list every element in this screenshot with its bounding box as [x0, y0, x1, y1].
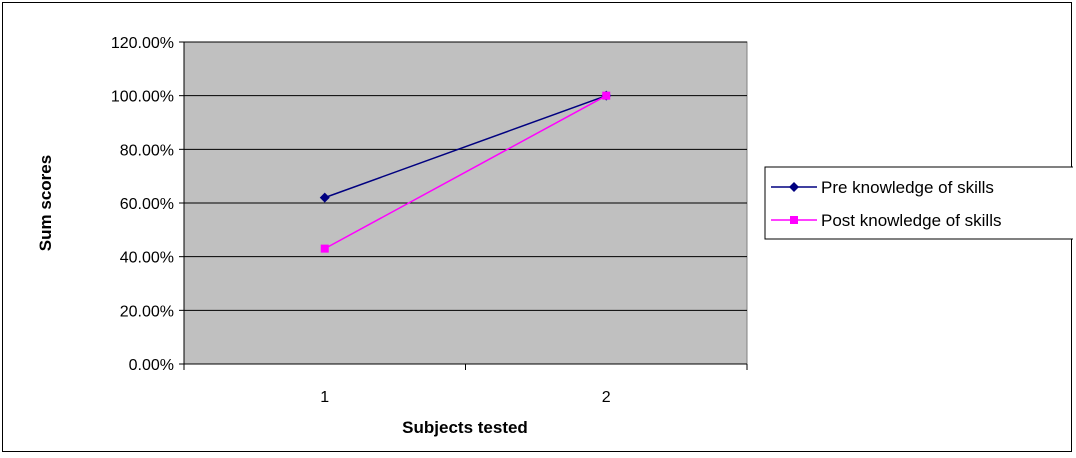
y-tick-label: 20.00% — [120, 303, 174, 320]
series-line-1 — [324, 94, 607, 199]
data-point — [319, 192, 330, 203]
y-tick-label: 80.00% — [120, 142, 174, 159]
data-point — [602, 91, 611, 100]
y-tick-label: 0.00% — [129, 357, 174, 374]
data-point — [320, 244, 329, 253]
x-tick-label: 2 — [602, 389, 611, 406]
line-chart: 0.00% 20.00% 40.00% 60.00% 80.00% 100.00% 120.… — [36, 35, 1076, 437]
x-tick-label: 1 — [320, 389, 329, 406]
x-axis-title: Subjects tested — [402, 418, 528, 437]
y-tick-label: 40.00% — [120, 250, 174, 267]
y-tick-label: 120.00% — [111, 35, 174, 52]
legend-label-pre: Pre knowledge of skills — [821, 178, 994, 197]
series-line-2 — [324, 95, 607, 250]
legend-marker-pre — [789, 182, 799, 192]
legend-marker-post — [790, 216, 798, 224]
y-tick-label: 60.00% — [120, 196, 174, 213]
legend: Pre knowledge of skills Post knowledge o… — [764, 166, 1076, 240]
y-axis-title: Sum scores — [36, 155, 55, 251]
legend-label-post: Post knowledge of skills — [821, 211, 1001, 230]
y-tick-label: 100.00% — [111, 89, 174, 106]
legend-box — [764, 166, 1076, 240]
